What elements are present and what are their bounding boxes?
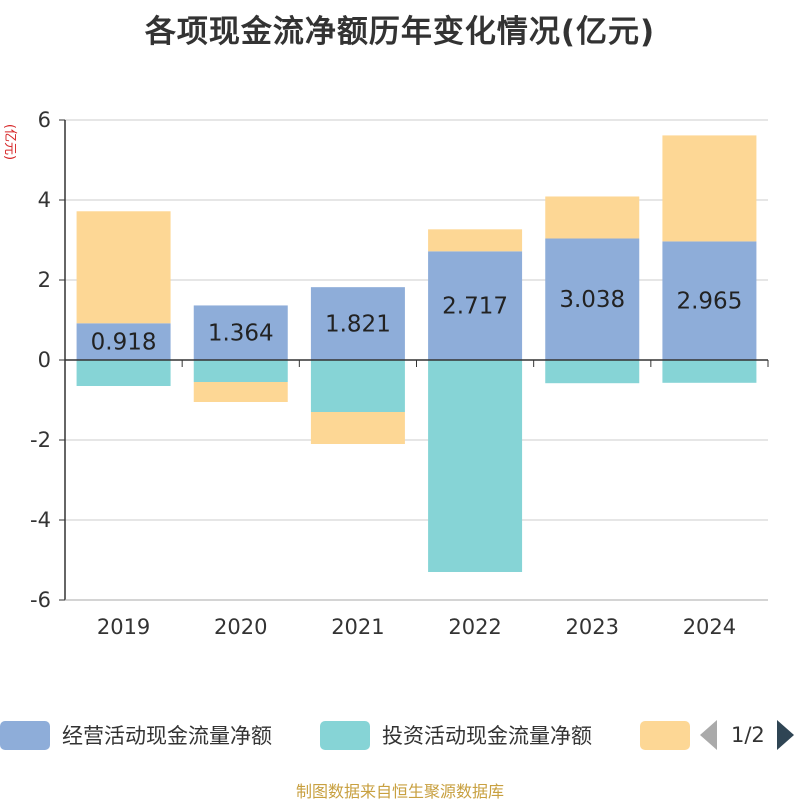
stacked-bar-chart: 6 4 2 0 -2 -4 -6 0.918 1.364 1.821 2.717 3.038 2.965… [2, 108, 769, 639]
bar-series3-2019 [76, 211, 171, 324]
y-tick-label: 0 [38, 348, 51, 372]
y-tick-label: -4 [30, 508, 51, 532]
data-label: 2.965 [676, 289, 742, 315]
y-tick-label: -6 [30, 588, 51, 612]
bar-series1-2021 [310, 287, 405, 360]
x-tick-label: 2021 [331, 615, 384, 639]
bar-series2-2022 [428, 360, 523, 572]
y-tick-label: 2 [38, 268, 51, 292]
data-label: 2.717 [442, 294, 508, 320]
x-tick-label: 2024 [683, 615, 736, 639]
x-tick-label: 2019 [97, 615, 150, 639]
bar-series3-2024 [662, 135, 757, 242]
bar-series3-2020 [193, 382, 288, 402]
y-tick-label: 6 [38, 108, 51, 132]
y-tick-label: 4 [38, 188, 51, 212]
legend-prev-page-icon[interactable] [700, 720, 717, 750]
bar-series2-2024 [662, 360, 757, 383]
legend-swatch-investing [320, 720, 370, 750]
legend-swatch-operating [0, 720, 50, 750]
legend-pager: 1/2 [700, 715, 794, 755]
bar-series3-2022 [428, 229, 523, 252]
legend-item-investing[interactable]: 投资活动现金流量净额 [320, 715, 592, 755]
data-label: 3.038 [559, 287, 625, 313]
chart-title: 各项现金流净额历年变化情况(亿元) [144, 14, 656, 50]
y-axis-unit-label: (亿元) [2, 124, 17, 160]
bar-series1-2023 [545, 238, 640, 360]
data-source-note: 制图数据来自恒生聚源数据库 [295, 782, 504, 801]
legend-next-page-icon[interactable] [776, 720, 794, 750]
legend-item-financing[interactable] [640, 715, 702, 755]
bar-series1-2019 [76, 323, 171, 360]
x-tick-label: 2020 [214, 615, 267, 639]
legend-label-investing: 投资活动现金流量净额 [382, 724, 592, 748]
bar-series2-2023 [545, 360, 640, 384]
legend-swatch-financing [640, 720, 690, 750]
bar-series3-2021 [310, 412, 405, 444]
data-label: 0.918 [91, 330, 157, 356]
bar-series1-2024 [662, 241, 757, 360]
bar-series2-2021 [310, 360, 405, 412]
bar-series3-2023 [545, 196, 640, 239]
bar-series1-2020 [193, 305, 288, 360]
bar-series1-2022 [428, 251, 523, 360]
legend-page-indicator: 1/2 [731, 723, 765, 747]
data-label: 1.821 [325, 312, 391, 338]
legend: 经营活动现金流量净额 投资活动现金流量净额 1/2 [0, 715, 800, 755]
x-tick-label: 2023 [566, 615, 619, 639]
bar-series2-2020 [193, 360, 288, 382]
y-tick-label: -2 [30, 428, 51, 452]
legend-label-operating: 经营活动现金流量净额 [62, 724, 272, 748]
x-tick-label: 2022 [448, 615, 501, 639]
data-label: 1.364 [208, 321, 274, 347]
legend-item-operating[interactable]: 经营活动现金流量净额 [0, 715, 272, 755]
bar-series2-2019 [76, 360, 171, 386]
